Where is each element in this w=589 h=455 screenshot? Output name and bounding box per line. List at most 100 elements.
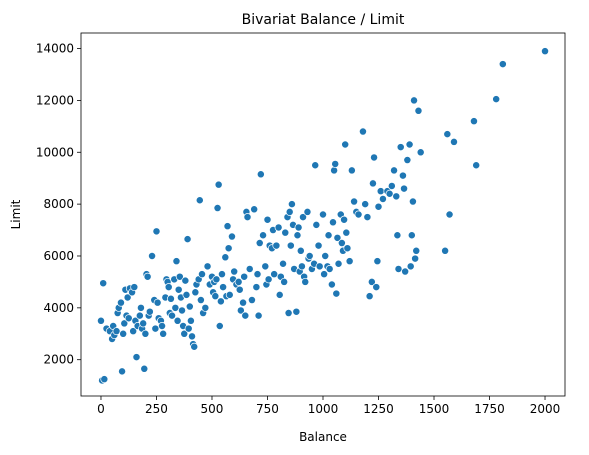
data-point (401, 267, 410, 276)
data-point (390, 166, 398, 175)
data-point (236, 306, 245, 315)
data-point (314, 241, 323, 250)
data-point (186, 316, 195, 325)
data-point (212, 275, 221, 284)
x-axis: 0 250 500 750 1000 1250 1500 1750 2000 (97, 396, 560, 416)
data-point (354, 210, 363, 219)
data-point (117, 298, 125, 307)
data-point (261, 262, 270, 271)
data-point (445, 210, 454, 219)
data-point (255, 239, 264, 247)
points-layer (97, 47, 549, 385)
data-point (153, 298, 162, 307)
data-point (492, 95, 501, 104)
data-point (297, 262, 306, 271)
data-point (329, 218, 337, 227)
data-point (263, 215, 272, 224)
data-point (201, 303, 210, 312)
data-point (398, 171, 407, 180)
data-point (387, 182, 396, 190)
data-point (136, 303, 145, 312)
data-point (414, 106, 423, 115)
data-point (112, 327, 121, 336)
data-point (394, 265, 403, 273)
data-point (141, 329, 150, 338)
data-point (443, 130, 452, 139)
data-point (373, 257, 382, 266)
data-point (345, 257, 354, 266)
data-point (182, 290, 191, 299)
data-point (181, 276, 190, 285)
x-tick-label: 750 (256, 402, 279, 416)
data-point (393, 231, 402, 240)
y-tick-label: 4000 (43, 301, 74, 315)
data-point (385, 189, 394, 198)
data-point (441, 246, 450, 255)
data-point (280, 277, 289, 286)
data-point (223, 222, 232, 231)
data-point (164, 283, 173, 292)
data-point (311, 161, 320, 170)
data-point (253, 270, 262, 279)
data-point (279, 259, 287, 268)
data-point (235, 285, 244, 294)
data-point (159, 329, 168, 338)
data-point (145, 307, 154, 316)
data-point (259, 231, 268, 240)
data-point (334, 259, 343, 268)
data-point (330, 166, 339, 175)
data-point (396, 143, 405, 152)
data-point (129, 327, 138, 336)
x-tick-label: 0 (97, 402, 105, 416)
data-point (498, 60, 507, 69)
data-point (216, 297, 225, 306)
data-point (363, 213, 372, 222)
data-point (392, 192, 401, 201)
data-point (230, 267, 239, 276)
data-point (198, 270, 206, 279)
data-point (173, 316, 182, 325)
data-point (264, 275, 273, 284)
data-point (450, 137, 458, 146)
data-point (195, 196, 204, 205)
data-point (315, 262, 324, 271)
data-point (196, 296, 205, 305)
data-point (359, 127, 367, 136)
data-point (256, 170, 265, 179)
data-point (184, 324, 193, 333)
data-point (294, 223, 303, 232)
data-point (148, 252, 156, 260)
data-point (100, 375, 109, 384)
data-point (321, 252, 330, 260)
x-tick-label: 2000 (530, 402, 561, 416)
data-point (118, 367, 127, 376)
data-point (340, 215, 349, 224)
data-point (369, 179, 377, 188)
data-point (247, 296, 256, 305)
data-point (97, 316, 105, 325)
data-point (252, 283, 261, 292)
data-point (541, 47, 549, 56)
data-point (347, 166, 356, 175)
data-point (275, 290, 284, 299)
data-point (412, 246, 421, 255)
data-point (274, 223, 283, 232)
data-point (293, 231, 302, 240)
data-point (299, 213, 307, 222)
data-point (370, 153, 379, 162)
data-point (365, 292, 374, 301)
data-point (123, 293, 132, 302)
data-point (403, 156, 412, 164)
data-point (174, 285, 183, 294)
data-point (281, 228, 290, 237)
data-point (245, 265, 254, 273)
data-point (272, 241, 281, 250)
data-point (408, 197, 417, 206)
data-point (296, 246, 305, 255)
data-point (406, 262, 415, 271)
data-point (416, 148, 425, 157)
data-point (350, 197, 359, 206)
data-point (305, 252, 314, 260)
data-point (213, 204, 222, 212)
data-point (411, 254, 420, 263)
